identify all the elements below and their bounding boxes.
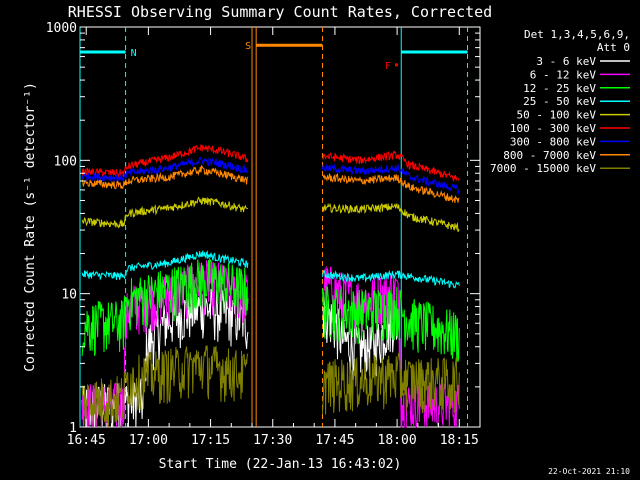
x-tick-label: 18:15 (440, 433, 479, 448)
x-tick-label: 17:45 (315, 433, 354, 448)
vertical-markers (79, 27, 469, 427)
x-tick-label: 17:00 (129, 433, 168, 448)
series-segment (322, 286, 460, 363)
series-segment (81, 144, 249, 178)
legend-entry-label: 300 - 800 keV (510, 135, 596, 148)
legend-entry-label: 100 - 300 keV (510, 122, 596, 135)
legend-header: Att 0 (597, 41, 630, 54)
series-segment (81, 250, 249, 281)
legend-entry-label: 50 - 100 keV (517, 109, 597, 122)
series-segment (81, 157, 249, 182)
x-axis-ticks: 16:45 17:00 17:15 17:30 17:45 18:00 18:15 (67, 27, 481, 448)
annotation-label: F (385, 61, 391, 72)
series-line (81, 144, 460, 182)
series-segment (81, 345, 249, 428)
legend-entry-label: 800 - 7000 keV (503, 149, 596, 162)
legend-entry-label: 7000 - 15000 keV (490, 162, 596, 175)
x-axis-label: Start Time (22-Jan-13 16:43:02) (159, 457, 402, 472)
series-segment (322, 266, 460, 428)
legend-header: Det 1,3,4,5,6,9, (524, 28, 630, 41)
chart-title: RHESSI Observing Summary Count Rates, Co… (68, 3, 492, 21)
annotation-label: S (245, 41, 251, 52)
series-lines (81, 144, 460, 429)
legend-entry-label: 12 - 25 keV (523, 82, 596, 95)
x-tick-label: 17:15 (191, 433, 230, 448)
series-line (81, 164, 460, 204)
series-line (81, 259, 460, 429)
footer-timestamp: 22-Oct-2021 21:10 (548, 467, 630, 476)
y-tick-label: 10 (61, 288, 77, 303)
x-tick-label: 17:30 (253, 433, 292, 448)
legend-entry-label: 25 - 50 keV (523, 95, 596, 108)
series-line (81, 196, 460, 233)
series-segment (322, 172, 460, 204)
annotation-label: N (131, 48, 137, 59)
y-tick-label: 1 (69, 421, 77, 436)
x-tick-label: 18:00 (378, 433, 417, 448)
series-segment (322, 352, 460, 415)
y-tick-label: 100 (54, 154, 77, 169)
series-segment (81, 164, 249, 190)
y-tick-label: 1000 (46, 21, 77, 36)
annotations: N S F (80, 41, 468, 72)
y-axis-label: Corrected Count Rate (s⁻¹ detector⁻¹) (23, 82, 38, 372)
series-segment (322, 162, 460, 195)
legend-entry-label: 3 - 6 keV (536, 55, 596, 68)
series-segment (81, 196, 248, 229)
x-tick-label: 16:45 (67, 433, 106, 448)
series-line (81, 257, 460, 363)
series-segment (322, 202, 460, 233)
series-segment (81, 257, 249, 356)
series-segment (322, 150, 460, 182)
y-axis-ticks: 1 10 100 1000 (46, 21, 480, 436)
legend-entry-label: 6 - 12 keV (530, 68, 597, 81)
series-segment (322, 269, 460, 289)
series-line (81, 157, 460, 195)
series-line (81, 250, 460, 289)
series-line (81, 345, 460, 428)
